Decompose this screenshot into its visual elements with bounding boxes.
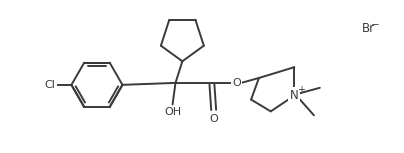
Text: O: O bbox=[232, 78, 241, 88]
Text: Cl: Cl bbox=[45, 80, 56, 90]
Text: N: N bbox=[290, 89, 299, 102]
Text: +: + bbox=[297, 85, 305, 95]
Text: Br: Br bbox=[362, 22, 375, 35]
Text: −: − bbox=[370, 20, 379, 30]
Text: O: O bbox=[209, 114, 218, 124]
Text: OH: OH bbox=[164, 107, 181, 117]
